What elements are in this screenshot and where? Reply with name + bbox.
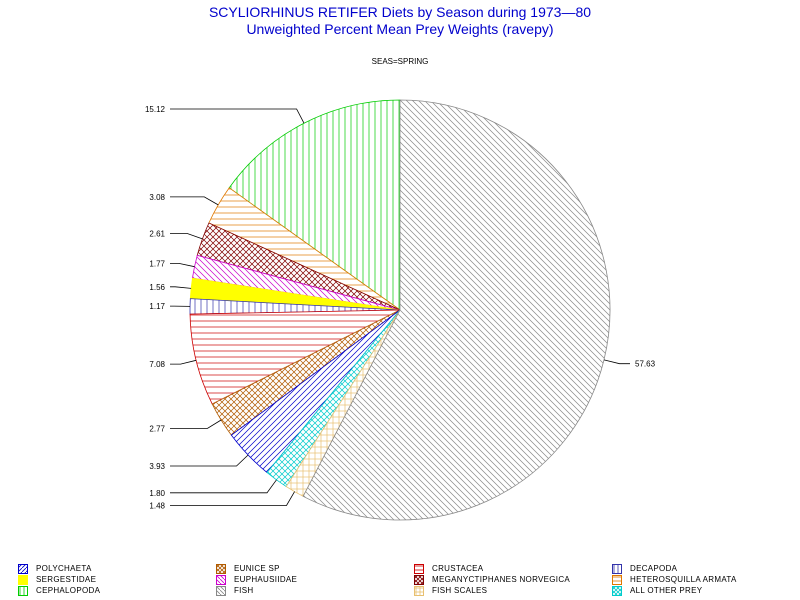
data-label-sergestidae: 1.56: [149, 283, 165, 292]
data-label-all-other-prey: 1.80: [149, 489, 165, 498]
leader-line-sergestidae: [170, 286, 192, 289]
legend-swatch: [414, 564, 424, 574]
leader-line-heterosquilla-armata: [170, 196, 219, 206]
leader-line-eunice-sp: [170, 419, 222, 429]
legend-swatch: [216, 575, 226, 585]
chart-legend: POLYCHAETA EUNICE SP CRUSTACEA DECAPODA SERG…: [0, 560, 800, 600]
legend-swatch: [414, 575, 424, 585]
data-label-fish-scales: 1.48: [149, 501, 165, 510]
legend-label: ALL OTHER PREY: [630, 586, 703, 595]
legend-label: HETEROSQUILLA ARMATA: [630, 575, 737, 584]
pie-chart: 15.12 3.08 2.61 1.77 1.56 1.17 7.08 2.77 3.93 1.8…: [145, 99, 656, 521]
legend-swatch: [612, 575, 622, 585]
legend-swatch: [216, 586, 226, 596]
leader-line-crustacea: [170, 359, 197, 365]
leader-line-cephalopoda: [170, 108, 305, 124]
leader-line-polychaeta: [170, 454, 249, 467]
legend-label: CRUSTACEA: [432, 564, 484, 573]
pie-slice-cephalopoda: [228, 99, 401, 311]
data-label-eunice-sp: 2.77: [149, 424, 165, 433]
data-label-crustacea: 7.08: [149, 360, 165, 369]
legend-label: EUNICE SP: [234, 564, 280, 573]
legend-label: DECAPODA: [630, 564, 678, 573]
chart-title: SCYLIORHINUS RETIFER Diets by Season dur…: [208, 4, 592, 20]
leader-line-euphausiidae: [170, 262, 195, 268]
leader-line-fish-scales: [170, 491, 295, 506]
legend-swatch: [18, 575, 28, 585]
legend-label: EUPHAUSIIDAE: [234, 575, 298, 584]
data-label-meganyctiphanes-norvegica: 2.61: [149, 230, 165, 239]
legend-label: MEGANYCTIPHANES NORVEGICA: [432, 575, 571, 584]
leader-line-meganyctiphanes-norvegica: [170, 233, 203, 240]
data-label-polychaeta: 3.93: [149, 462, 165, 471]
data-label-cephalopoda: 15.12: [145, 105, 166, 114]
legend-swatch: [18, 586, 28, 596]
data-label-heterosquilla-armata: 3.08: [149, 193, 165, 202]
leader-line-fish: [603, 359, 630, 365]
legend-label: FISH SCALES: [432, 586, 488, 595]
legend-swatch: [612, 564, 622, 574]
chart-subtitle: Unweighted Percent Mean Prey Weights (ra…: [246, 21, 554, 37]
data-label-fish: 57.63: [635, 360, 656, 369]
legend-label: CEPHALOPODA: [36, 586, 101, 595]
legend-label: SERGESTIDAE: [36, 575, 97, 584]
legend-label: POLYCHAETA: [36, 564, 92, 573]
facet-label: SEAS=SPRING: [371, 57, 429, 66]
legend-swatch: [414, 586, 424, 596]
legend-swatch: [612, 586, 622, 596]
legend-swatch: [18, 564, 28, 574]
legend-label: FISH: [234, 586, 254, 595]
pie-slice-fish: [302, 99, 611, 521]
data-label-decapoda: 1.17: [149, 302, 165, 311]
data-label-euphausiidae: 1.77: [149, 259, 165, 268]
leader-line-all-other-prey: [170, 479, 277, 494]
legend-swatch: [216, 564, 226, 574]
